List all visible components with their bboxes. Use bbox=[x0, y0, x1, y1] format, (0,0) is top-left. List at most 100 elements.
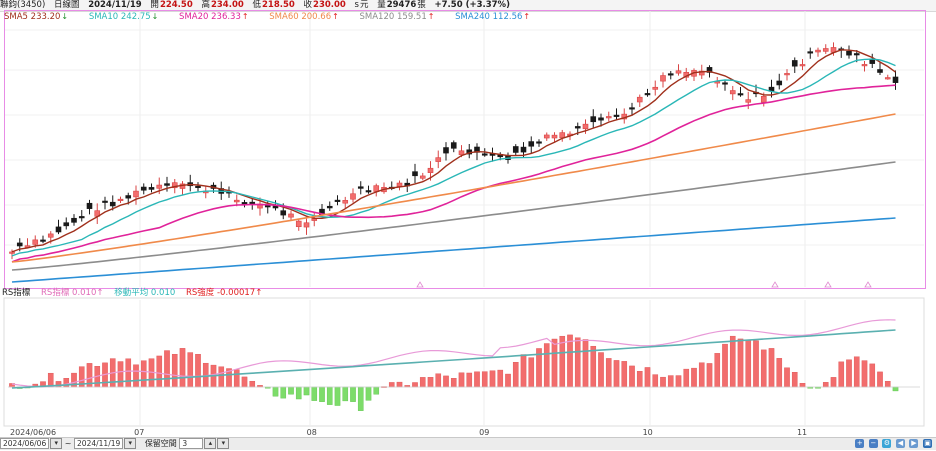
rs-bar-positive bbox=[846, 359, 852, 388]
rs-bar-positive bbox=[458, 372, 465, 388]
rs-bar-negative bbox=[272, 386, 279, 397]
chart-canvas[interactable] bbox=[0, 0, 936, 437]
x-tick-label: 07 bbox=[134, 428, 145, 437]
candle-body bbox=[71, 217, 77, 223]
rs-bar-positive bbox=[683, 368, 690, 388]
candle-body bbox=[342, 200, 349, 204]
close-value: 230.00 bbox=[313, 0, 346, 10]
rs-bar-positive bbox=[171, 353, 178, 388]
zoom-in-icon[interactable]: + bbox=[855, 439, 865, 448]
stepper-down-icon[interactable]: ▾ bbox=[217, 438, 230, 449]
candle-body bbox=[280, 210, 287, 216]
x-tick-label: 09 bbox=[479, 428, 490, 437]
legend-moving-average: 移動平均 0.010 bbox=[114, 288, 176, 298]
candle-body bbox=[574, 126, 581, 129]
rs-bar-positive bbox=[853, 356, 860, 388]
rs-bar-positive bbox=[636, 371, 643, 388]
rs-bar-positive bbox=[698, 362, 705, 388]
rs-bar-positive bbox=[140, 360, 147, 388]
date-from-input[interactable]: 2024/06/06 bbox=[0, 438, 50, 449]
zoom-out-icon[interactable]: − bbox=[868, 439, 878, 448]
candle-body bbox=[605, 116, 612, 119]
rs-bar-positive bbox=[233, 369, 240, 388]
candle-body bbox=[334, 199, 341, 202]
date-to-dropdown[interactable]: ▾ bbox=[124, 438, 137, 449]
rs-bar-positive bbox=[466, 372, 473, 388]
rs-bar-positive bbox=[729, 335, 736, 388]
rs-bar-positive bbox=[613, 360, 620, 388]
rs-bar-positive bbox=[598, 352, 604, 388]
price-chart-panel[interactable] bbox=[4, 10, 926, 289]
rs-bar-positive bbox=[419, 377, 426, 388]
candle-body bbox=[892, 76, 899, 83]
candle-body bbox=[877, 69, 883, 73]
rs-bar-positive bbox=[125, 358, 132, 388]
rs-bar-positive bbox=[512, 362, 519, 388]
indicator-legend: RS指標 RS指標 0.010↑ 移動平均 0.010 RS強度 -0.0001… bbox=[2, 287, 270, 299]
date-from-dropdown[interactable]: ▾ bbox=[50, 438, 63, 449]
candle-body bbox=[559, 132, 566, 139]
stepper-up-icon[interactable]: ▴ bbox=[204, 438, 217, 449]
legend-rs-strength: RS強度 -0.00017↑ bbox=[185, 288, 263, 298]
rs-bar-positive bbox=[574, 337, 581, 388]
candle-body bbox=[815, 49, 821, 53]
candle-body bbox=[481, 153, 488, 156]
candle-body bbox=[745, 99, 752, 103]
rs-bar-positive bbox=[412, 382, 418, 388]
candle-body bbox=[365, 190, 372, 193]
candle-body bbox=[357, 186, 364, 189]
low-label: 低 bbox=[252, 0, 261, 10]
rs-bar-positive bbox=[443, 375, 449, 388]
rs-bar-positive bbox=[179, 348, 186, 388]
scroll-right-icon[interactable]: ▶ bbox=[909, 439, 919, 448]
rs-bar-positive bbox=[241, 376, 248, 388]
rs-bar-positive bbox=[667, 375, 674, 388]
x-tick-label: 2024/06/06 bbox=[10, 428, 57, 437]
date-to-input[interactable]: 2024/11/19 bbox=[74, 438, 124, 449]
indicator-name: RS指標 bbox=[2, 288, 31, 298]
candle-body bbox=[427, 167, 434, 173]
rs-bar-negative bbox=[311, 386, 318, 401]
candle-body bbox=[16, 242, 23, 247]
rs-bar-negative bbox=[350, 386, 356, 402]
candle-body bbox=[644, 93, 651, 96]
rs-bar-positive bbox=[753, 340, 759, 388]
keep-space-label: 保留空間 bbox=[144, 439, 177, 448]
rs-bar-negative bbox=[326, 386, 333, 405]
candle-body bbox=[698, 70, 705, 76]
rs-bar-positive bbox=[722, 343, 728, 388]
x-tick-label: 10 bbox=[642, 428, 653, 437]
change-value: +7.50 (+3.37%) bbox=[434, 0, 510, 10]
candle-body bbox=[195, 185, 201, 188]
candle-body bbox=[435, 157, 442, 162]
candle-body bbox=[884, 77, 891, 80]
sma-legend: SMA5 233.20↓ SMA10 242.75↓ SMA20 236.33↑… bbox=[0, 11, 544, 23]
candle-body bbox=[582, 123, 589, 130]
signal-marker bbox=[416, 281, 424, 288]
rs-bar-negative bbox=[295, 386, 302, 400]
open-value: 224.50 bbox=[159, 0, 193, 10]
candle-body bbox=[303, 222, 310, 228]
rs-bar-negative bbox=[334, 386, 341, 406]
rs-bar-negative bbox=[288, 386, 294, 395]
legend-sma20: SMA20 236.33↑ bbox=[179, 12, 249, 22]
sma60-line bbox=[11, 113, 896, 263]
candle-body bbox=[109, 201, 116, 207]
candle-body bbox=[613, 114, 620, 117]
keep-space-input[interactable]: 3 bbox=[179, 438, 204, 449]
chart-settings-icon[interactable]: ⚙ bbox=[882, 439, 892, 448]
rs-moving-average-line bbox=[11, 329, 896, 389]
rs-bar-positive bbox=[799, 383, 806, 388]
rs-bar-positive bbox=[435, 373, 442, 388]
fullscreen-icon[interactable]: ▣ bbox=[923, 439, 932, 448]
rs-bar-positive bbox=[582, 339, 589, 388]
open-label: 開 bbox=[150, 0, 159, 10]
candle-body bbox=[264, 205, 271, 208]
rs-bar-positive bbox=[528, 357, 535, 388]
scroll-left-icon[interactable]: ◀ bbox=[895, 439, 905, 448]
rs-bar-positive bbox=[133, 364, 139, 388]
candle-body bbox=[520, 146, 527, 153]
close-label: 收 bbox=[303, 0, 313, 10]
candle-body bbox=[706, 67, 713, 73]
candle-body bbox=[660, 75, 666, 82]
